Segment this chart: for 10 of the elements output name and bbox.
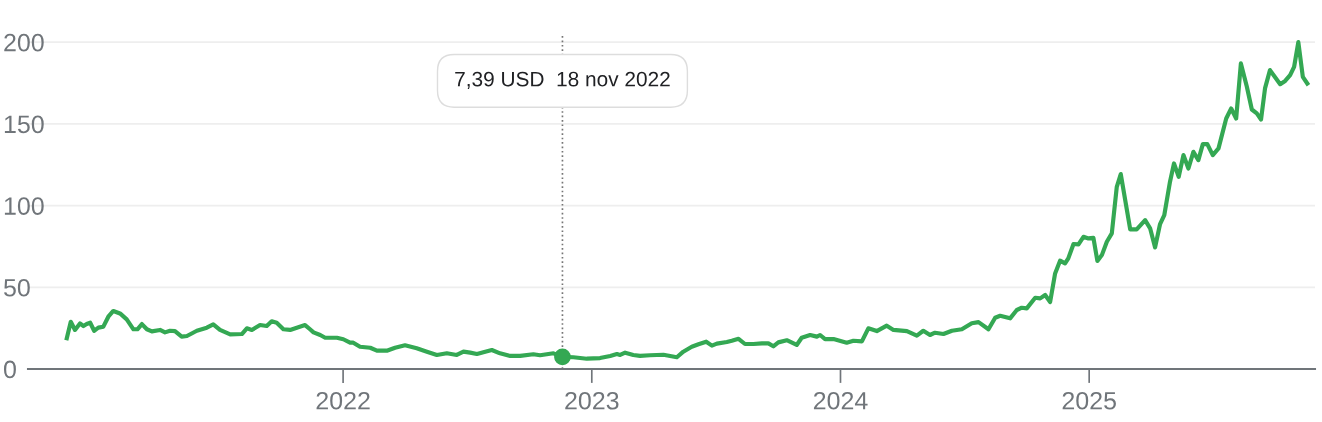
y-tick-label: 200 [4, 33, 44, 52]
x-tick-label: 2024 [813, 391, 868, 410]
x-tick-label: 2022 [316, 391, 370, 410]
x-tick-label: 2023 [565, 391, 619, 410]
y-tick-label: 100 [4, 197, 44, 215]
x-tick-label: 2025 [1062, 391, 1116, 410]
y-tick-label: 0 [3, 360, 16, 379]
annotation: 7,39 USD 18 nov 2022 [455, 71, 670, 89]
y-tick-label: 50 [4, 278, 30, 297]
y-tick-label: 150 [4, 115, 44, 134]
